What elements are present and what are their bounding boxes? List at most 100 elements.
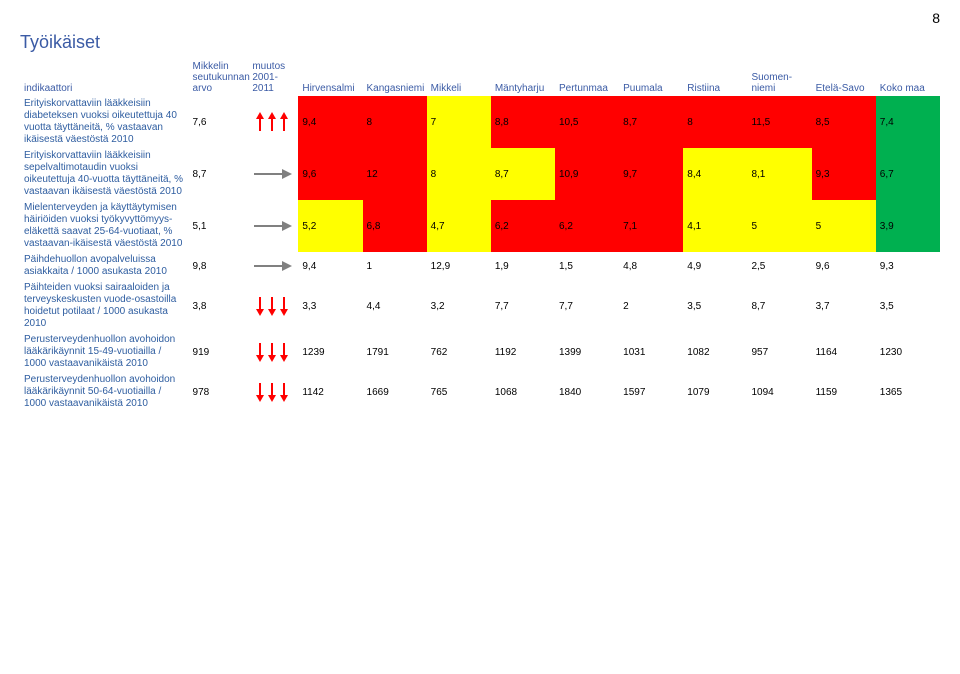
- data-cell: 1031: [619, 332, 683, 372]
- data-cell: 3,5: [683, 280, 747, 332]
- data-cell: 1094: [747, 372, 811, 412]
- arvo-cell: 9,8: [189, 252, 249, 280]
- data-cell: 9,6: [812, 252, 876, 280]
- data-cell: 3,5: [876, 280, 940, 332]
- header-kangasniemi: Kangasniemi: [363, 59, 427, 96]
- table-row: Perusterveydenhuollon avohoidon lääkärik…: [20, 332, 940, 372]
- data-cell: 1159: [812, 372, 876, 412]
- data-cell: 8,4: [683, 148, 747, 200]
- arvo-cell: 7,6: [189, 96, 249, 148]
- data-cell: 6,2: [555, 200, 619, 252]
- data-cell: 1079: [683, 372, 747, 412]
- arvo-cell: 5,1: [189, 200, 249, 252]
- indicator-cell: Päihteiden vuoksi sairaaloiden ja tervey…: [20, 280, 189, 332]
- page-number: 8: [20, 10, 940, 26]
- trend-icon: [248, 252, 298, 280]
- header-mantyharju: Mäntyharju: [491, 59, 555, 96]
- page-title: Työikäiset: [20, 32, 940, 53]
- data-cell: 8,7: [491, 148, 555, 200]
- data-cell: 1669: [363, 372, 427, 412]
- data-cell: 7,7: [555, 280, 619, 332]
- trend-icon: [248, 200, 298, 252]
- data-cell: 9,6: [298, 148, 362, 200]
- data-cell: 7,4: [876, 96, 940, 148]
- data-cell: 1068: [491, 372, 555, 412]
- trend-icon: [248, 332, 298, 372]
- header-mikkeli: Mikkeli: [427, 59, 491, 96]
- data-cell: 1365: [876, 372, 940, 412]
- data-cell: 6,2: [491, 200, 555, 252]
- indicator-cell: Päihdehuollon avopalveluissa asiakkaita …: [20, 252, 189, 280]
- data-cell: 1192: [491, 332, 555, 372]
- data-cell: 10,5: [555, 96, 619, 148]
- data-cell: 2: [619, 280, 683, 332]
- trend-icon: [248, 280, 298, 332]
- table-row: Erityiskorvattaviin lääkkeisiin sepelval…: [20, 148, 940, 200]
- data-cell: 7: [427, 96, 491, 148]
- data-cell: 3,3: [298, 280, 362, 332]
- data-cell: 9,4: [298, 252, 362, 280]
- data-cell: 11,5: [747, 96, 811, 148]
- data-cell: 1597: [619, 372, 683, 412]
- table-row: Päihdehuollon avopalveluissa asiakkaita …: [20, 252, 940, 280]
- data-cell: 5: [812, 200, 876, 252]
- data-cell: 762: [427, 332, 491, 372]
- data-cell: 8,1: [747, 148, 811, 200]
- data-cell: 3,2: [427, 280, 491, 332]
- arvo-cell: 919: [189, 332, 249, 372]
- trend-icon: [248, 148, 298, 200]
- header-etelasavo: Etelä-Savo: [812, 59, 876, 96]
- data-cell: 8,7: [619, 96, 683, 148]
- data-cell: 1164: [812, 332, 876, 372]
- data-cell: 1,9: [491, 252, 555, 280]
- data-cell: 8,7: [747, 280, 811, 332]
- data-cell: 765: [427, 372, 491, 412]
- trend-icon: [248, 96, 298, 148]
- data-cell: 8: [683, 96, 747, 148]
- data-cell: 9,3: [812, 148, 876, 200]
- table-row: Erityiskorvattaviin lääkkeisiin diabetek…: [20, 96, 940, 148]
- indicator-cell: Mielenterveyden ja käyttäytymisen häiriö…: [20, 200, 189, 252]
- header-arvo: Mikkelin seutukunnan arvo: [189, 59, 249, 96]
- table-row: Perusterveydenhuollon avohoidon lääkärik…: [20, 372, 940, 412]
- data-cell: 6,8: [363, 200, 427, 252]
- data-cell: 3,7: [812, 280, 876, 332]
- header-hirvensalmi: Hirvensalmi: [298, 59, 362, 96]
- data-cell: 1: [363, 252, 427, 280]
- header-kokomaa: Koko maa: [876, 59, 940, 96]
- data-cell: 8: [363, 96, 427, 148]
- data-cell: 1082: [683, 332, 747, 372]
- data-cell: 5,2: [298, 200, 362, 252]
- indicator-cell: Erityiskorvattaviin lääkkeisiin diabetek…: [20, 96, 189, 148]
- data-cell: 9,4: [298, 96, 362, 148]
- data-cell: 1239: [298, 332, 362, 372]
- data-cell: 957: [747, 332, 811, 372]
- data-cell: 9,7: [619, 148, 683, 200]
- data-cell: 12,9: [427, 252, 491, 280]
- data-cell: 9,3: [876, 252, 940, 280]
- arvo-cell: 978: [189, 372, 249, 412]
- header-puumala: Puumala: [619, 59, 683, 96]
- table-row: Päihteiden vuoksi sairaaloiden ja tervey…: [20, 280, 940, 332]
- data-cell: 4,1: [683, 200, 747, 252]
- data-cell: 1399: [555, 332, 619, 372]
- data-cell: 8: [427, 148, 491, 200]
- data-cell: 1840: [555, 372, 619, 412]
- data-cell: 2,5: [747, 252, 811, 280]
- data-cell: 4,8: [619, 252, 683, 280]
- header-muutos: muutos 2001-2011: [248, 59, 298, 96]
- data-cell: 4,7: [427, 200, 491, 252]
- data-cell: 10,9: [555, 148, 619, 200]
- data-cell: 1791: [363, 332, 427, 372]
- data-cell: 8,5: [812, 96, 876, 148]
- data-cell: 4,9: [683, 252, 747, 280]
- header-suomenniemi: Suomen-niemi: [747, 59, 811, 96]
- data-cell: 8,8: [491, 96, 555, 148]
- data-cell: 1,5: [555, 252, 619, 280]
- data-cell: 5: [747, 200, 811, 252]
- data-cell: 3,9: [876, 200, 940, 252]
- arvo-cell: 8,7: [189, 148, 249, 200]
- header-row: indikaattori Mikkelin seutukunnan arvo m…: [20, 59, 940, 96]
- header-indikaattori: indikaattori: [20, 59, 189, 96]
- header-pertunmaa: Pertunmaa: [555, 59, 619, 96]
